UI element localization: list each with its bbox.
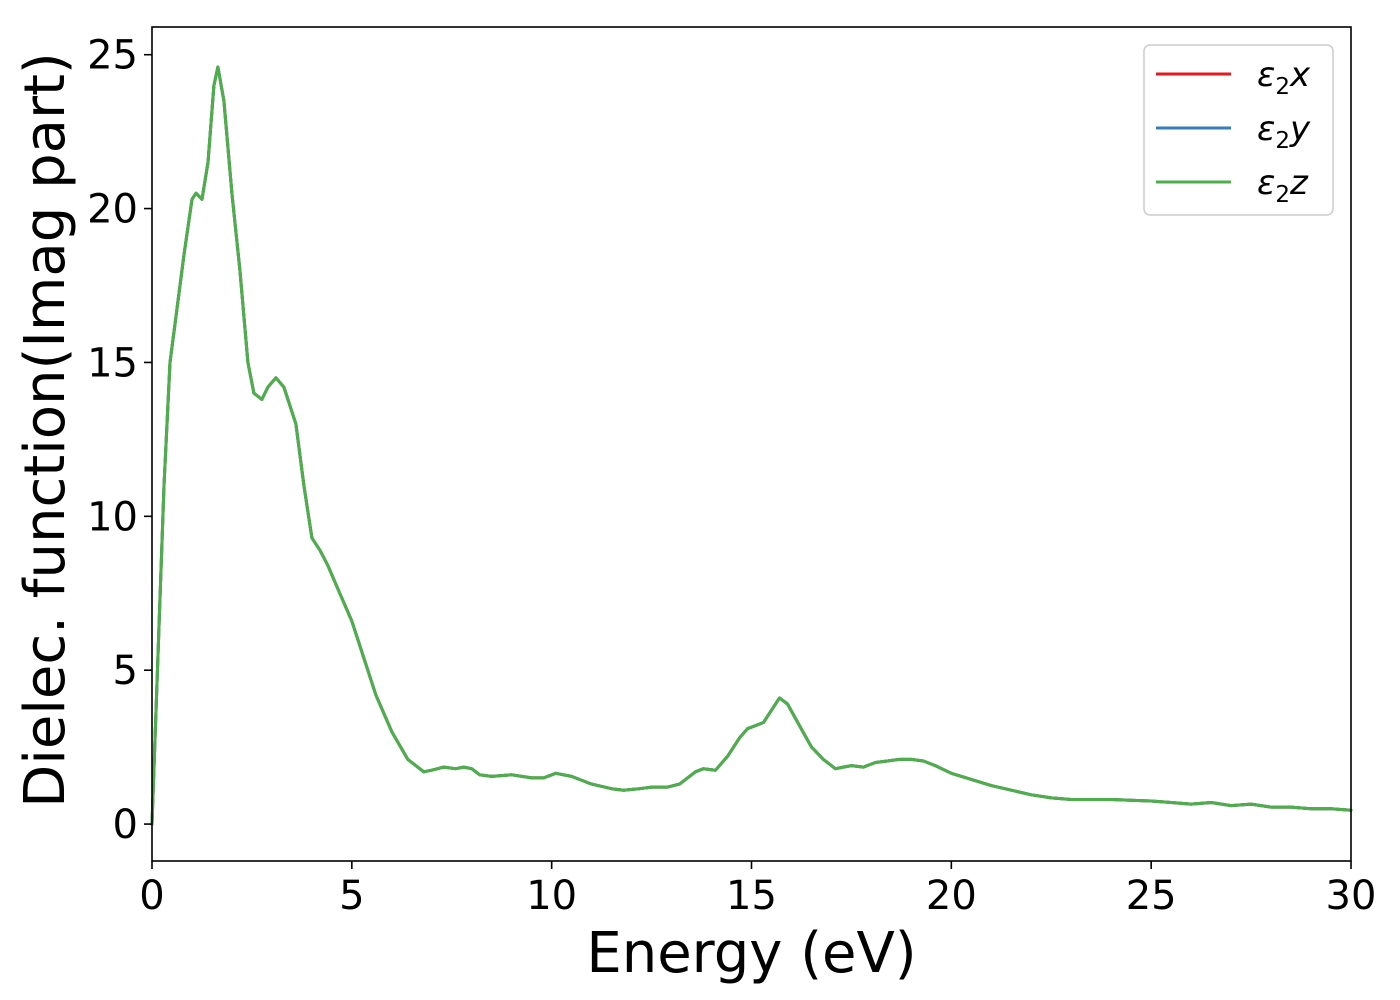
- series-line-3: [150, 65, 1353, 826]
- legend-box: [1143, 44, 1334, 216]
- x-tick-label: 0: [139, 873, 164, 919]
- x-tick-label: 10: [526, 873, 577, 919]
- legend-label: ε2y: [1257, 109, 1311, 154]
- legend-label: ε2z: [1257, 163, 1309, 208]
- x-tick-label: 30: [1326, 873, 1377, 919]
- x-axis-ticks: 0 5 10 15 20 25 30: [139, 861, 1376, 919]
- y-axis-ticks: 0 5 10 15 20 25: [87, 33, 152, 848]
- y-tick-label: 15: [87, 340, 138, 386]
- y-axis-label: Dielec. function(Imag part): [13, 52, 78, 808]
- x-tick-label: 20: [926, 873, 977, 919]
- y-tick-label: 25: [87, 33, 138, 79]
- x-tick-label: 25: [1126, 873, 1177, 919]
- legend: ε2x ε2y ε2z: [1143, 44, 1334, 216]
- y-tick-label: 0: [113, 802, 138, 848]
- x-axis-label: Energy (eV): [586, 921, 916, 986]
- legend-label: ε2x: [1257, 55, 1311, 100]
- series-layer: [150, 65, 1353, 826]
- x-tick-label: 5: [339, 873, 364, 919]
- x-tick-label: 15: [726, 873, 777, 919]
- y-tick-label: 5: [113, 648, 138, 694]
- y-tick-label: 20: [87, 187, 138, 233]
- y-tick-label: 10: [87, 494, 138, 540]
